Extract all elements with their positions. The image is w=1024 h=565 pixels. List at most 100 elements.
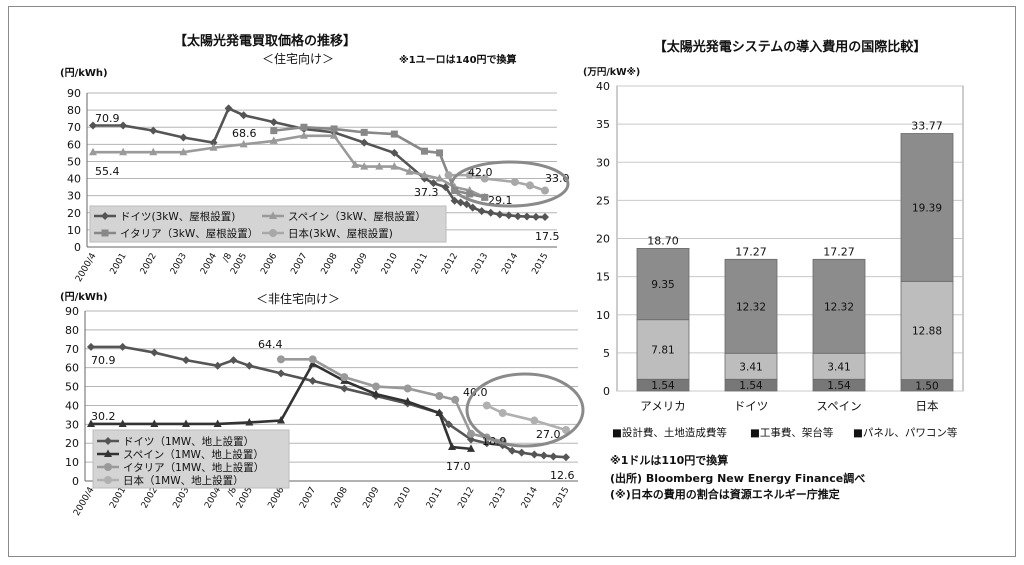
c0-s3-point-4 xyxy=(525,181,534,190)
c0-s2-point-5 xyxy=(420,147,428,155)
c2-bar-3-seg-2 xyxy=(900,133,954,282)
c1-legend-swatch-marker-0 xyxy=(104,437,112,445)
c1-xtick-9: 2008 xyxy=(330,485,350,510)
c1-ytick-90: 90 xyxy=(65,305,79,318)
c1-ytick-70: 70 xyxy=(65,343,79,356)
chart1-title: 【太陽光発電買取価格の推移】 xyxy=(174,33,356,49)
c0-s1-point-7 xyxy=(299,131,308,139)
c0-legend-swatch-marker-1 xyxy=(269,211,277,219)
c2-category-label-1: ドイツ xyxy=(734,399,769,413)
c1-s3-point-1 xyxy=(498,409,507,417)
c0-legend-swatch-marker-0 xyxy=(101,212,109,220)
c1-xtick-1: 2001 xyxy=(108,486,128,511)
c2-seg-label-0-1: 7.81 xyxy=(651,344,674,356)
c1-s1-point-3 xyxy=(182,419,190,427)
c0-xtick-0: 2000/4 xyxy=(74,251,99,284)
c1-s2-point-2 xyxy=(340,373,349,382)
c0-s2-point-0 xyxy=(270,127,278,135)
c1-s0-point-1 xyxy=(118,342,127,351)
c2-ytick-15: 15 xyxy=(596,271,610,284)
c0-s1-point-9 xyxy=(351,160,360,168)
c0-xtick-12: 2011 xyxy=(410,252,430,277)
c1-s1-point-13 xyxy=(467,444,475,452)
c1-s2-point-5 xyxy=(435,392,444,400)
c0-s1-point-1 xyxy=(119,147,128,156)
c0-s0-point-17 xyxy=(462,200,471,209)
c0-legend-label-2: イタリア（3kW、屋根設置） xyxy=(120,227,258,240)
c0-legend-box xyxy=(89,205,447,243)
c0-xtick-7: 2006 xyxy=(259,251,279,276)
c1-xtick-7: 2006 xyxy=(266,485,286,510)
c1-legend-label-0: ドイツ（1MW、地上設置） xyxy=(123,435,254,448)
c1-xtick-10: 2009 xyxy=(361,485,381,510)
c2-seg-label-2-0: 1.54 xyxy=(827,380,851,392)
c0-s3-point-0 xyxy=(444,171,453,180)
c2-seg-label-1-2: 12.32 xyxy=(736,301,766,313)
c1-xtick-12: 2011 xyxy=(425,486,445,511)
c0-legend-swatch-marker-2 xyxy=(101,229,109,237)
c0-s0-point-25 xyxy=(531,212,540,221)
c0-s3-point-1 xyxy=(465,171,474,180)
c2-ytick-25: 25 xyxy=(596,194,610,207)
c0-legend-swatch-marker-3 xyxy=(269,229,277,237)
chart3-note-source: (出所) Bloomberg New Energy Finance調べ xyxy=(610,471,865,485)
chart3-ylabel: (万円/kW※) xyxy=(583,67,640,78)
c1-s2-point-7 xyxy=(467,429,475,438)
c2-seg-label-0-2: 9.35 xyxy=(651,279,674,291)
c0-s0-point-0 xyxy=(89,121,97,130)
c1-xtick-15: 2014 xyxy=(520,485,540,510)
c0-s0-point-1 xyxy=(119,121,128,130)
c1-s2-point-0 xyxy=(277,355,285,364)
c0-data-label-3: 37.3 xyxy=(414,186,439,199)
c0-s1-point-3 xyxy=(179,147,188,156)
c1-s3-point-2 xyxy=(530,416,539,425)
c0-xtick-13: 2012 xyxy=(440,252,460,277)
c1-xtick-8: 2007 xyxy=(298,486,318,511)
c2-seg-label-2-1: 3.41 xyxy=(827,361,850,373)
c0-ytick-20: 20 xyxy=(67,207,81,220)
c1-legend-swatch-marker-2 xyxy=(104,463,112,471)
chart3-title: 【太陽光発電システムの導入費用の国際比較】 xyxy=(654,39,927,55)
c0-s1-point-13 xyxy=(405,167,414,175)
c0-xtick-10: 2009 xyxy=(350,251,370,276)
chart1-ylabel: (円/kWh) xyxy=(60,67,108,79)
c2-bar-3-seg-1 xyxy=(900,280,954,380)
c1-series-line-2 xyxy=(281,358,503,443)
c2-category-label-0: アメリカ xyxy=(640,399,685,413)
c0-s0-point-23 xyxy=(513,212,522,221)
c1-data-label-7: 12.6 xyxy=(550,469,575,482)
c1-legend-box xyxy=(92,429,290,489)
c2-ytick-20: 20 xyxy=(596,233,610,246)
c0-s0-point-5 xyxy=(224,104,233,113)
c2-seg-label-3-1: 12.88 xyxy=(912,325,942,337)
c0-s1-point-6 xyxy=(269,136,278,144)
c0-data-label-4: 42.0 xyxy=(468,166,493,179)
c0-legend-label-1: スペイン（3kW、屋根設置） xyxy=(288,210,426,223)
c2-seg-label-1-1: 3.41 xyxy=(739,361,762,373)
c0-s0-point-11 xyxy=(390,148,399,157)
c0-s0-point-6 xyxy=(239,111,248,120)
c1-s0-point-15 xyxy=(482,439,491,448)
c0-legend-label-0: ドイツ(3kW、屋根設置) xyxy=(120,210,235,223)
c0-s0-point-16 xyxy=(456,198,465,207)
c1-s0-point-3 xyxy=(182,356,190,365)
c0-s0-point-24 xyxy=(522,212,531,221)
c1-s0-point-0 xyxy=(87,342,95,351)
c1-s1-point-9 xyxy=(372,389,380,398)
c1-ytick-40: 40 xyxy=(65,399,79,412)
c1-s0-point-18 xyxy=(517,448,526,457)
c1-s0-point-8 xyxy=(308,376,317,385)
c1-xtick-4: 2004 xyxy=(203,485,223,510)
chart1-note: ※1ユーロは140円で換算 xyxy=(399,53,517,66)
c0-ytick-70: 70 xyxy=(67,121,81,134)
c0-ytick-30: 30 xyxy=(67,190,81,203)
c2-bar-2-seg-1 xyxy=(812,352,866,380)
c2-ytick-35: 35 xyxy=(596,118,610,131)
chart3-legend-design: ■設計費、土地造成費等 xyxy=(612,426,727,439)
c0-s0-point-26 xyxy=(541,213,549,222)
c2-seg-label-0-0: 1.54 xyxy=(651,380,675,392)
c0-series-line-2 xyxy=(273,125,486,199)
c0-s1-point-12 xyxy=(390,162,399,170)
c2-ytick-0: 0 xyxy=(603,385,610,398)
c0-s2-point-4 xyxy=(390,130,398,138)
